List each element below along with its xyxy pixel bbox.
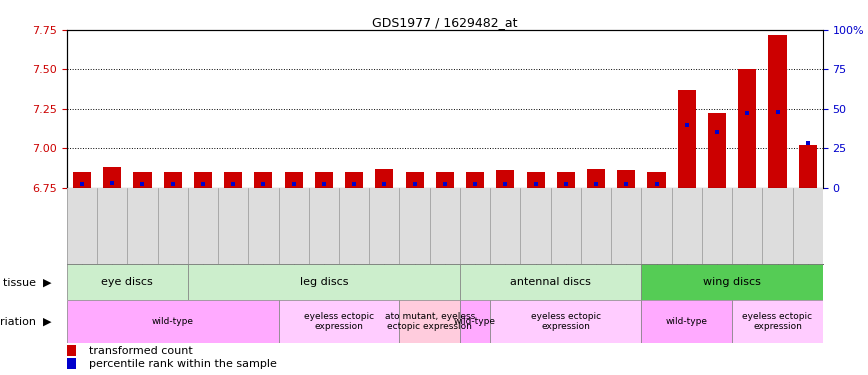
- Bar: [67, 345, 76, 356]
- Point: [801, 140, 815, 146]
- Bar: [279, 300, 399, 343]
- Point: [620, 182, 634, 188]
- Point: [105, 180, 119, 186]
- Bar: [708, 114, 727, 188]
- Bar: [738, 69, 756, 188]
- Point: [498, 182, 512, 188]
- Bar: [768, 35, 786, 188]
- Bar: [405, 172, 424, 188]
- Text: percentile rank within the sample: percentile rank within the sample: [89, 359, 277, 369]
- Point: [680, 122, 694, 128]
- Point: [256, 182, 270, 188]
- Bar: [527, 172, 544, 188]
- Bar: [399, 300, 460, 343]
- Text: ato mutant, eyeless
ectopic expression: ato mutant, eyeless ectopic expression: [385, 312, 475, 331]
- Point: [227, 182, 240, 188]
- Text: genotype/variation  ▶: genotype/variation ▶: [0, 316, 52, 327]
- Bar: [254, 172, 273, 188]
- Bar: [587, 169, 605, 188]
- Text: wing discs: wing discs: [703, 277, 761, 287]
- Point: [378, 182, 391, 188]
- Bar: [460, 300, 490, 343]
- Bar: [617, 170, 635, 188]
- Text: eye discs: eye discs: [102, 277, 153, 287]
- Bar: [648, 172, 666, 188]
- Bar: [315, 172, 333, 188]
- Text: eyeless ectopic
expression: eyeless ectopic expression: [742, 312, 812, 331]
- Point: [649, 182, 663, 188]
- Bar: [436, 172, 454, 188]
- Bar: [375, 169, 393, 188]
- Point: [740, 111, 754, 117]
- Point: [166, 182, 180, 188]
- Text: eyeless ectopic
expression: eyeless ectopic expression: [530, 312, 601, 331]
- Bar: [490, 300, 641, 343]
- Bar: [285, 172, 303, 188]
- Text: tissue  ▶: tissue ▶: [3, 277, 52, 287]
- Bar: [345, 172, 363, 188]
- Bar: [556, 172, 575, 188]
- Bar: [187, 264, 460, 300]
- Bar: [103, 167, 122, 188]
- Point: [710, 129, 724, 135]
- Point: [408, 182, 422, 188]
- Text: wild-type: wild-type: [152, 317, 194, 326]
- Text: wild-type: wild-type: [454, 317, 496, 326]
- Bar: [67, 300, 279, 343]
- Point: [468, 182, 482, 188]
- Point: [75, 182, 89, 188]
- Point: [286, 182, 300, 188]
- Bar: [73, 172, 91, 188]
- Bar: [466, 172, 484, 188]
- Bar: [460, 264, 641, 300]
- Bar: [799, 145, 817, 188]
- Bar: [163, 172, 181, 188]
- Bar: [641, 300, 732, 343]
- Bar: [732, 300, 823, 343]
- Bar: [678, 90, 696, 188]
- Bar: [134, 172, 152, 188]
- Bar: [496, 170, 515, 188]
- Text: wild-type: wild-type: [666, 317, 707, 326]
- Text: eyeless ectopic
expression: eyeless ectopic expression: [304, 312, 374, 331]
- Point: [559, 182, 573, 188]
- Point: [437, 182, 451, 188]
- Point: [771, 109, 785, 115]
- Bar: [641, 264, 823, 300]
- Bar: [67, 358, 76, 369]
- Text: leg discs: leg discs: [299, 277, 348, 287]
- Text: transformed count: transformed count: [89, 346, 193, 356]
- Bar: [194, 172, 212, 188]
- Point: [589, 182, 603, 188]
- Bar: [67, 264, 187, 300]
- Text: antennal discs: antennal discs: [510, 277, 591, 287]
- Point: [347, 182, 361, 188]
- Point: [196, 182, 210, 188]
- Point: [529, 182, 542, 188]
- Title: GDS1977 / 1629482_at: GDS1977 / 1629482_at: [372, 16, 517, 29]
- Point: [317, 182, 331, 188]
- Bar: [224, 172, 242, 188]
- Point: [135, 182, 149, 188]
